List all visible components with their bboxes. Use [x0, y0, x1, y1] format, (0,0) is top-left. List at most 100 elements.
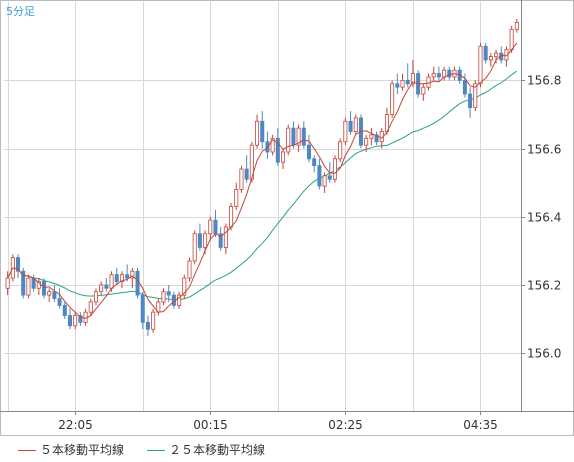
candle-body	[52, 291, 57, 299]
candle-down	[348, 111, 353, 135]
x-tick-label: 04:35	[463, 418, 498, 432]
candle-down	[135, 267, 140, 299]
candle-up	[47, 288, 52, 302]
candle-up	[426, 73, 431, 91]
candle-body	[301, 127, 306, 146]
candle-body	[483, 45, 488, 61]
candle-up	[88, 298, 93, 316]
candle-body	[99, 284, 104, 293]
candle-body	[260, 120, 265, 143]
candle-body	[213, 219, 218, 235]
candle-body	[239, 168, 244, 190]
ma5-legend-swatch	[18, 450, 36, 451]
legend-item-ma25: ２５本移動平均線	[147, 441, 265, 458]
candle-down	[57, 288, 62, 309]
candle-down	[405, 63, 410, 88]
candle-body	[327, 175, 332, 180]
candle-down	[104, 278, 109, 292]
candle-up	[343, 117, 348, 146]
candle-body	[488, 56, 493, 61]
candle-body	[504, 49, 509, 61]
candle-down	[462, 73, 467, 98]
candle-up	[504, 46, 509, 67]
candle-body	[21, 270, 26, 296]
candle-up	[234, 182, 239, 210]
candle-body	[130, 270, 135, 279]
candle-down	[395, 73, 400, 95]
candle-down	[468, 87, 473, 118]
candle-body	[405, 79, 410, 85]
candle-body	[468, 93, 473, 109]
grid	[0, 0, 574, 436]
candle-down	[114, 267, 119, 285]
candle-body	[431, 73, 436, 78]
candle-down	[317, 158, 322, 190]
candle-up	[286, 124, 291, 156]
candle-down	[62, 301, 67, 319]
candle-body	[317, 165, 322, 187]
candle-up	[93, 288, 98, 306]
candle-up	[156, 298, 161, 316]
y-tick-label: 156.8	[527, 74, 561, 88]
candle-down	[218, 226, 223, 251]
candle-body	[140, 294, 145, 323]
candle-down	[140, 291, 145, 330]
candle-down	[52, 284, 57, 302]
candle-body	[322, 175, 327, 187]
candle-up	[488, 53, 493, 67]
candle-body	[436, 73, 441, 78]
candle-body	[400, 79, 405, 88]
candle-body	[265, 141, 270, 153]
candle-body	[57, 298, 62, 306]
candle-down	[306, 134, 312, 163]
legend-label-ma25: ２５本移動平均線	[169, 443, 266, 457]
candle-down	[447, 66, 452, 81]
candle-down	[436, 66, 441, 81]
candle-body	[478, 45, 483, 85]
candle-body	[78, 315, 83, 323]
candle-up	[332, 155, 337, 183]
candle-body	[364, 137, 369, 146]
candle-down	[67, 308, 72, 330]
candle-up	[119, 271, 124, 289]
candle-up	[473, 80, 478, 112]
candle-down	[244, 155, 249, 183]
y-tick-label: 156.0	[527, 347, 561, 361]
candle-body	[151, 311, 156, 330]
candle-body	[73, 315, 78, 327]
candle-body	[421, 86, 426, 95]
candle-body	[192, 233, 197, 262]
candle-down	[275, 128, 280, 166]
candle-down	[41, 278, 47, 299]
candle-down	[21, 267, 26, 299]
candle-down	[16, 254, 21, 279]
ma25-line	[7, 70, 518, 301]
candle-up	[73, 312, 78, 330]
candle-body	[135, 270, 140, 296]
ma25-legend-swatch	[147, 450, 165, 451]
ma5-line	[7, 42, 518, 319]
candle-body	[390, 83, 395, 115]
candle-body	[197, 233, 202, 248]
candle-up	[239, 165, 244, 193]
candle-body	[234, 189, 239, 207]
candle-body	[109, 274, 114, 289]
candle-body	[119, 274, 124, 282]
candle-down	[125, 264, 130, 282]
candle-body	[332, 158, 337, 180]
candle-body	[369, 134, 374, 139]
candle-up	[130, 267, 135, 289]
candle-up	[36, 278, 41, 296]
candle-body	[447, 69, 452, 78]
candlestick-chart: 156.0 156.2 156.4 156.6 156.8 22:05 00:15 02:25…	[0, 0, 574, 436]
y-tick-label: 156.2	[527, 279, 561, 293]
candle-body	[47, 291, 52, 296]
candle-up	[478, 42, 483, 88]
candle-down	[312, 155, 317, 173]
candle-up	[338, 138, 343, 163]
candle-up	[369, 128, 374, 146]
candle-up	[390, 80, 395, 118]
x-tick-label: 00:15	[193, 418, 228, 432]
candle-body	[161, 291, 166, 303]
